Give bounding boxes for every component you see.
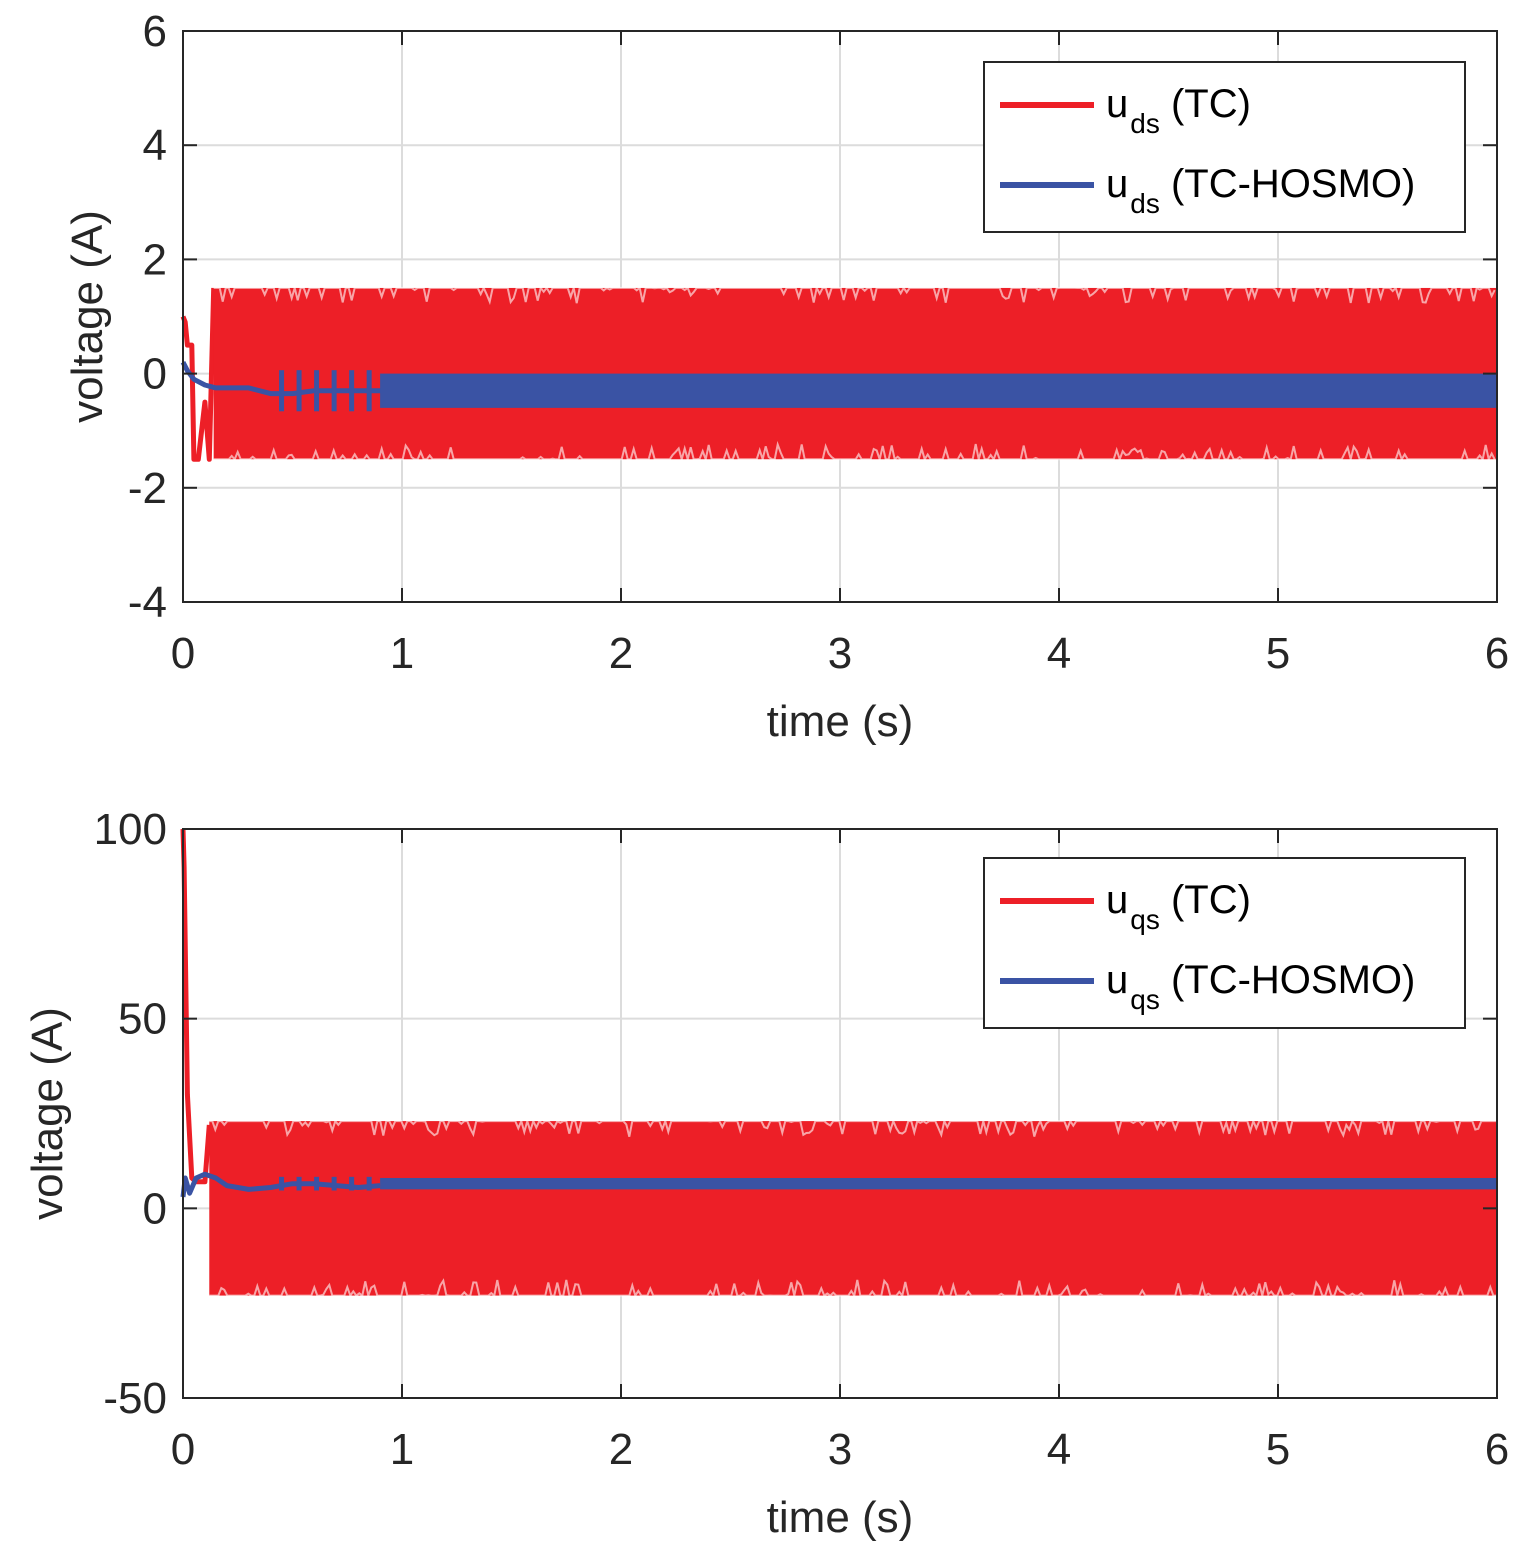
band-edge-bottom <box>209 1278 1497 1300</box>
legend-suffix: (TC-HOSMO) <box>1160 958 1416 1002</box>
legend-entry-2: uds (TC-HOSMO) <box>1106 162 1415 219</box>
x-tick-label: 2 <box>609 629 633 678</box>
y-tick-label: 100 <box>94 805 167 854</box>
series-line <box>180 287 217 462</box>
legend-suffix: (TC) <box>1160 82 1251 126</box>
legend-suffix: (TC-HOSMO) <box>1160 162 1416 206</box>
x-tick-label: 3 <box>828 629 852 678</box>
y-tick-label: 4 <box>143 121 167 170</box>
x-tick-label: 1 <box>390 1425 414 1474</box>
x-tick-label: 5 <box>1266 1425 1290 1474</box>
y-tick-label: -4 <box>128 578 167 627</box>
band-edge-top <box>213 283 1496 306</box>
x-tick-label: 0 <box>171 629 195 678</box>
legend: uds (TC)uds (TC-HOSMO) <box>983 61 1466 233</box>
legend-subscript: ds <box>1130 108 1160 139</box>
legend-subscript: qs <box>1130 984 1160 1015</box>
x-tick-label: 4 <box>1047 1425 1071 1474</box>
y-axis-label: voltage (A) <box>63 210 112 423</box>
series-band <box>209 1121 1497 1296</box>
band-edge-bottom <box>213 440 1496 464</box>
series-qs-tc-hosmo <box>180 1171 1498 1198</box>
legend-main: u <box>1106 878 1128 922</box>
x-axis-label: time (s) <box>767 1493 914 1542</box>
x-axis-label: time (s) <box>767 697 914 746</box>
y-tick-label: 50 <box>118 995 167 1044</box>
series-line <box>180 361 402 397</box>
y-tick-label: 0 <box>143 1184 167 1233</box>
x-tick-label: 5 <box>1266 629 1290 678</box>
ticks: 0 1 2 3 4 5 6 6 4 2 0 -2 -4 <box>128 7 1509 678</box>
legend-main: u <box>1106 82 1128 126</box>
legend-suffix: (TC) <box>1160 878 1251 922</box>
series-group <box>180 283 1498 464</box>
y-tick-label: -50 <box>103 1374 167 1423</box>
x-tick-label: 4 <box>1047 629 1071 678</box>
legend-entry-1: uds (TC) <box>1106 82 1251 139</box>
legend-subscript: qs <box>1130 904 1160 935</box>
x-tick-label: 2 <box>609 1425 633 1474</box>
legend-entry-1: uqs (TC) <box>1106 878 1251 935</box>
series-band <box>380 1177 1498 1190</box>
legend-main: u <box>1106 958 1128 1002</box>
x-tick-label: 3 <box>828 1425 852 1474</box>
legend-subscript: ds <box>1130 188 1160 219</box>
y-tick-label: 0 <box>143 350 167 399</box>
series-ds-tc <box>180 283 1497 464</box>
y-axis-label: voltage (A) <box>23 1007 72 1220</box>
y-tick-label: 6 <box>143 7 167 56</box>
series-ds-tc-hosmo <box>180 361 1498 412</box>
series-band <box>380 373 1498 408</box>
legend-entry-2: uqs (TC-HOSMO) <box>1106 958 1415 1015</box>
y-tick-label: -2 <box>128 464 167 513</box>
x-tick-label: 1 <box>390 629 414 678</box>
x-tick-label: 0 <box>171 1425 195 1474</box>
series-group <box>180 828 1498 1300</box>
y-tick-label: 2 <box>143 235 167 284</box>
legend-main: u <box>1106 162 1128 206</box>
legend-box <box>983 61 1466 233</box>
x-tick-label: 6 <box>1485 629 1509 678</box>
legend-box <box>983 857 1466 1029</box>
legend: uqs (TC)uqs (TC-HOSMO) <box>983 857 1466 1029</box>
series-qs-tc <box>180 828 1497 1300</box>
x-tick-label: 6 <box>1485 1425 1509 1474</box>
band-edge-top <box>209 1117 1497 1139</box>
